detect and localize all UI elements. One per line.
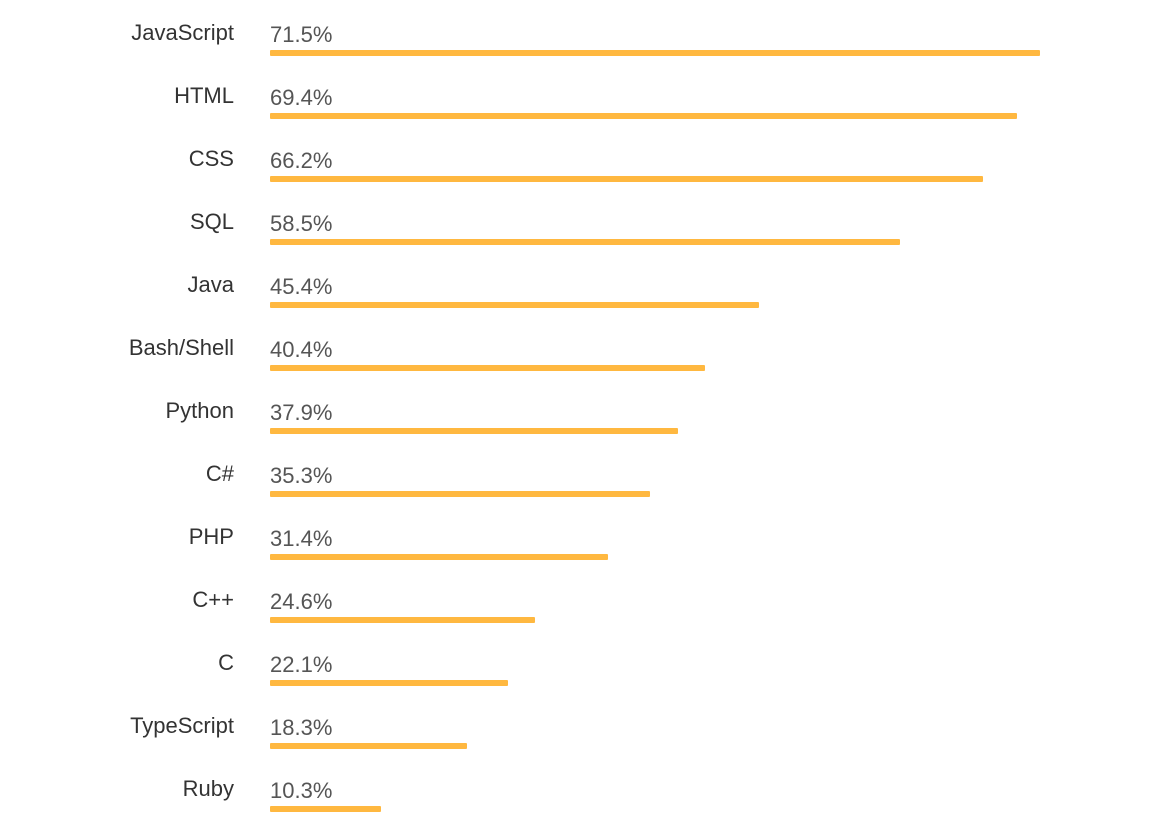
category-label: Ruby [182,776,234,801]
category-label: CSS [188,146,234,171]
category-label: Python [165,398,235,423]
bar-row: PHP 31.4% [0,524,1172,564]
bar-row: C++ 24.6% [0,587,1172,627]
category-label: C [218,650,234,675]
value-label: 45.4% [270,274,333,299]
bar [270,176,983,182]
value-label: 40.4% [270,337,333,362]
category-label: TypeScript [130,713,234,738]
bar-row: SQL 58.5% [0,209,1172,249]
bar [270,428,678,434]
bar-row: TypeScript 18.3% [0,713,1172,753]
category-label: Java [187,272,234,297]
value-label: 18.3% [270,715,333,740]
bar-row: Bash/Shell 40.4% [0,335,1172,375]
bar [270,743,467,749]
value-label: 58.5% [270,211,333,236]
value-label: 71.5% [270,22,333,47]
bar-row: Java 45.4% [0,272,1172,312]
bar-row: C# 35.3% [0,461,1172,501]
bar-row: Python 37.9% [0,398,1172,438]
category-label: C++ [192,587,234,612]
value-label: 35.3% [270,463,333,488]
bar [270,806,381,812]
value-label: 24.6% [270,589,333,614]
category-label: C# [205,461,234,486]
value-label: 22.1% [270,652,333,677]
bar [270,239,900,245]
value-label: 69.4% [270,85,333,110]
bar [270,491,650,497]
bar [270,365,705,371]
category-label: SQL [189,209,234,234]
value-label: 31.4% [270,526,333,551]
category-label: PHP [188,524,234,549]
bar-row: C 22.1% [0,650,1172,690]
bar [270,617,535,623]
bar-row: CSS 66.2% [0,146,1172,186]
category-label: HTML [174,83,234,108]
bar [270,680,508,686]
bar [270,50,1040,56]
value-label: 37.9% [270,400,333,425]
category-label: JavaScript [131,20,234,45]
bar [270,554,608,560]
bar [270,302,759,308]
bar-row: HTML 69.4% [0,83,1172,123]
bar-row: Ruby 10.3% [0,776,1172,816]
bar [270,113,1017,119]
value-label: 10.3% [270,778,333,803]
bar-row: JavaScript 71.5% [0,20,1172,60]
value-label: 66.2% [270,148,333,173]
category-label: Bash/Shell [128,335,234,360]
